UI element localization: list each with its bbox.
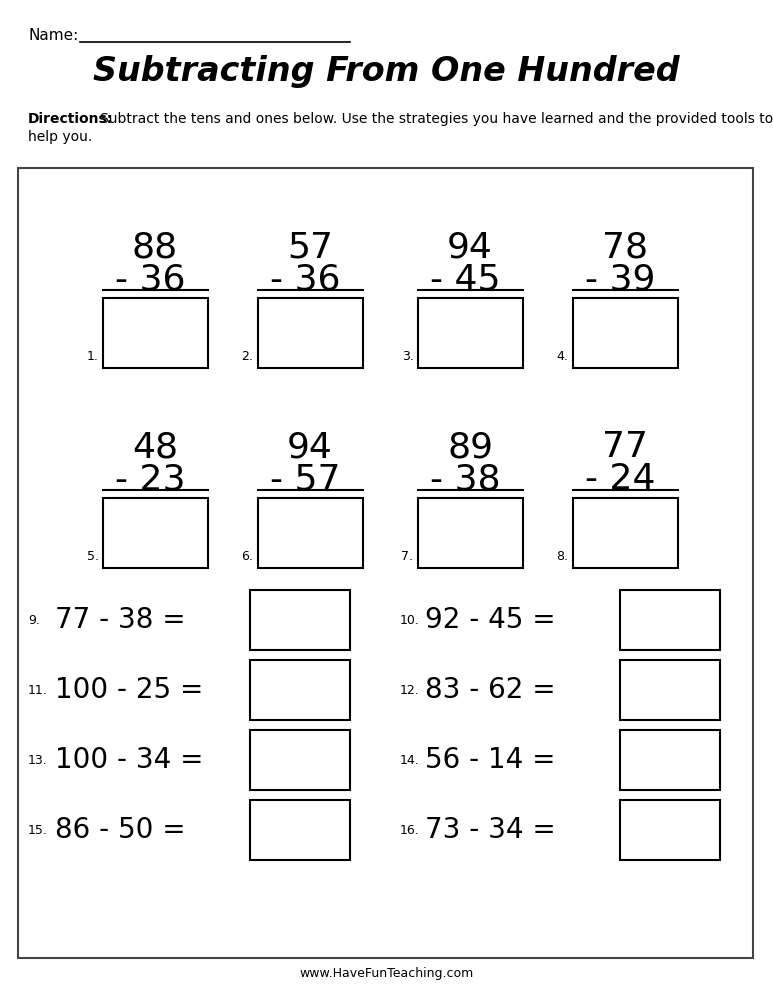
Text: 6.: 6.	[242, 550, 254, 563]
Text: 4.: 4.	[557, 350, 568, 363]
Text: 3.: 3.	[402, 350, 414, 363]
Text: 8.: 8.	[557, 550, 568, 563]
Text: 100 - 34 =: 100 - 34 =	[55, 746, 203, 774]
Text: - 39: - 39	[585, 262, 656, 296]
Text: 83 - 62 =: 83 - 62 =	[425, 676, 556, 704]
Text: 5.: 5.	[87, 550, 98, 563]
Text: Name:: Name:	[28, 28, 78, 43]
Text: 10.: 10.	[400, 613, 420, 626]
Text: 94: 94	[287, 430, 333, 464]
Text: 48: 48	[132, 430, 178, 464]
Text: 100 - 25 =: 100 - 25 =	[55, 676, 203, 704]
Text: - 38: - 38	[430, 462, 500, 496]
Bar	[620, 730, 720, 790]
Text: - 36: - 36	[114, 262, 186, 296]
Text: 13.: 13.	[28, 754, 48, 766]
Text: Directions:: Directions:	[28, 112, 114, 126]
Text: 11.: 11.	[28, 684, 48, 696]
Text: 12.: 12.	[400, 684, 420, 696]
Bar	[620, 590, 720, 650]
Text: 88: 88	[132, 230, 178, 264]
Text: - 24: - 24	[584, 462, 656, 496]
Text: 7.: 7.	[401, 550, 414, 563]
Text: www.HaveFunTeaching.com: www.HaveFunTeaching.com	[299, 967, 474, 980]
Bar	[250, 730, 350, 790]
Bar	[417, 298, 523, 368]
Text: 73 - 34 =: 73 - 34 =	[425, 816, 556, 844]
Text: 86 - 50 =: 86 - 50 =	[55, 816, 186, 844]
Text: 56 - 14 =: 56 - 14 =	[425, 746, 556, 774]
Text: 92 - 45 =: 92 - 45 =	[425, 606, 556, 634]
Bar	[417, 498, 523, 568]
Bar	[257, 498, 363, 568]
Bar	[103, 298, 207, 368]
Text: 1.: 1.	[87, 350, 98, 363]
Text: - 23: - 23	[114, 462, 186, 496]
Bar	[250, 800, 350, 860]
Text: 78: 78	[602, 230, 648, 264]
Text: 94: 94	[447, 230, 493, 264]
Text: Subtract the tens and ones below. Use the strategies you have learned and the pr: Subtract the tens and ones below. Use th…	[100, 112, 773, 126]
Text: 77: 77	[602, 430, 648, 464]
Text: Subtracting From One Hundred: Subtracting From One Hundred	[94, 55, 679, 88]
Bar	[620, 660, 720, 720]
Bar	[573, 298, 677, 368]
Bar	[257, 298, 363, 368]
Text: 57: 57	[287, 230, 333, 264]
Bar	[250, 590, 350, 650]
Bar	[250, 660, 350, 720]
Text: 89: 89	[447, 430, 493, 464]
Text: - 57: - 57	[270, 462, 340, 496]
Text: 16.: 16.	[400, 824, 420, 836]
Text: - 45: - 45	[430, 262, 500, 296]
Text: 15.: 15.	[28, 824, 48, 836]
Bar	[18, 168, 753, 958]
Text: 2.: 2.	[242, 350, 254, 363]
Text: help you.: help you.	[28, 130, 92, 144]
Text: - 36: - 36	[270, 262, 340, 296]
Bar	[573, 498, 677, 568]
Bar	[103, 498, 207, 568]
Text: 77 - 38 =: 77 - 38 =	[55, 606, 186, 634]
Text: 14.: 14.	[400, 754, 420, 766]
Bar	[620, 800, 720, 860]
Text: 9.: 9.	[28, 613, 40, 626]
